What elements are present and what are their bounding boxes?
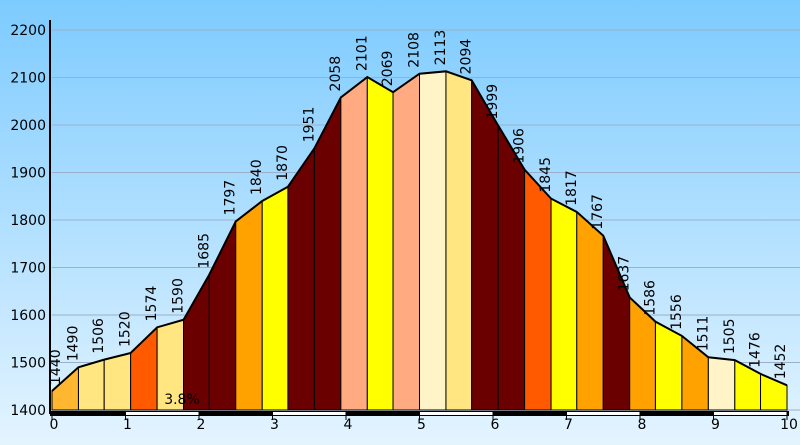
segment [707,356,736,411]
x-tick-label: 9 [711,417,720,433]
annotation: 3.8% [164,392,200,408]
data-label: 2113 [433,30,449,66]
data-label: 1440 [48,349,64,385]
y-tick-label: 2100 [10,71,46,87]
x-tick-label: 5 [417,417,426,433]
data-label: 2101 [354,35,370,71]
segment [77,358,105,411]
segment [524,168,552,411]
x-axis-stripe [272,412,346,415]
x-tick-label: 3 [270,417,279,433]
data-label: 1845 [538,157,554,193]
segment [576,210,604,411]
segment [392,72,420,411]
x-axis-stripe [566,412,640,415]
data-label: 1452 [773,344,789,380]
segment [340,76,368,411]
x-tick-label: 1 [123,417,132,433]
x-tick-label: 6 [491,417,500,433]
segment [261,185,289,411]
data-label: 1999 [485,84,501,120]
y-tick-label: 1500 [10,356,46,372]
data-label: 1870 [275,145,291,181]
data-label: 1505 [722,318,738,354]
data-label: 1767 [590,194,606,230]
x-tick-label: 2 [197,417,206,433]
data-label: 1574 [144,286,160,322]
y-tick-label: 1400 [10,403,46,419]
y-tick-label: 2000 [10,118,46,134]
y-tick-label: 1600 [10,308,46,324]
data-label: 1490 [65,326,81,362]
data-label: 1520 [118,311,134,347]
x-tick-label: 7 [564,417,573,433]
data-label: 1906 [512,128,528,164]
segment [654,320,683,411]
data-label: 1637 [617,256,633,292]
data-label: 1840 [249,159,265,195]
segment [313,97,342,411]
data-label: 2069 [380,51,396,87]
segment [497,123,526,411]
data-label: 1476 [748,332,764,368]
segment [366,76,394,411]
data-label: 2058 [328,56,344,92]
data-label: 2094 [459,39,475,75]
data-label: 1685 [196,233,212,269]
x-axis-stripe [713,412,787,415]
y-tick-label: 1900 [10,166,46,182]
x-tick-label: 0 [50,417,59,433]
x-axis-stripe [125,412,199,415]
segment [287,146,315,411]
data-label: 1506 [91,318,107,354]
y-tick-label: 1800 [10,213,46,229]
x-tick-label: 10 [780,417,798,433]
data-label: 1586 [642,280,658,316]
data-label: 1951 [301,107,317,143]
data-label: 1556 [669,294,685,330]
segment [103,352,132,411]
data-label: 1797 [223,180,239,216]
data-label: 1511 [695,316,711,352]
x-tick-label: 4 [344,417,353,433]
segment [419,70,447,411]
y-tick-label: 1700 [10,261,46,277]
segment [235,199,263,411]
x-axis-stripe [419,412,493,415]
segment [471,78,499,411]
y-tick-label: 2200 [10,23,46,39]
segment [445,70,473,411]
profile-line [51,70,788,392]
data-label: 1817 [564,170,580,206]
data-label: 2108 [407,32,423,68]
x-tick-label: 8 [638,417,647,433]
data-label: 1590 [171,278,187,314]
segment [550,197,578,411]
